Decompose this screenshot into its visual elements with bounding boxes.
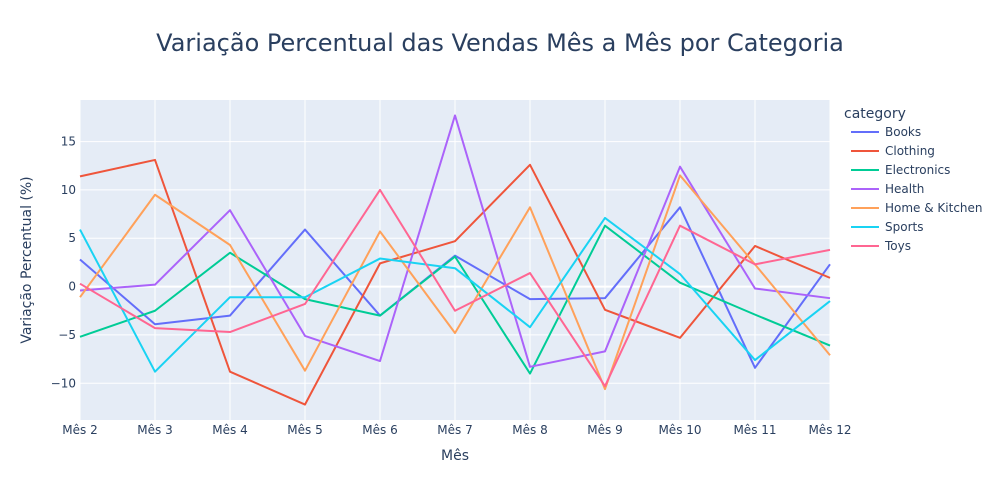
y-tick-label: −10 — [51, 376, 76, 390]
y-tick-label: 5 — [68, 231, 76, 245]
x-axis-label: Mês — [441, 448, 469, 464]
grid-lines — [79, 100, 831, 420]
series-line-home-kitchen — [79, 174, 831, 391]
legend: category Books Clothing Electronics Health H… — [844, 106, 983, 253]
x-tick-label: Mês 10 — [658, 423, 701, 437]
x-axis-ticks: Mês 2 Mês 3 Mês 4 Mês 5 Mês 6 Mês 7 Mês 8 Mês 9… — [62, 423, 851, 437]
legend-label: Clothing — [885, 144, 935, 158]
legend-title: category — [844, 106, 906, 122]
legend-item[interactable]: Home & Kitchen — [851, 201, 983, 215]
y-tick-label: 15 — [61, 135, 76, 149]
legend-label: Books — [885, 125, 921, 139]
x-tick-label: Mês 12 — [808, 423, 851, 437]
x-tick-label: Mês 7 — [437, 423, 472, 437]
y-tick-label: 0 — [68, 280, 76, 294]
x-tick-label: Mês 5 — [287, 423, 322, 437]
y-axis-label: Variação Percentual (%) — [19, 176, 35, 343]
chart-title: Variação Percentual das Vendas Mês a Mês… — [156, 29, 844, 57]
x-tick-label: Mês 8 — [512, 423, 547, 437]
x-tick-label: Mês 11 — [733, 423, 776, 437]
legend-label: Sports — [885, 220, 923, 234]
legend-label: Electronics — [885, 163, 950, 177]
legend-label: Toys — [884, 239, 911, 253]
series-line-electronics — [79, 224, 831, 375]
x-tick-label: Mês 9 — [587, 423, 622, 437]
legend-item[interactable]: Sports — [851, 220, 923, 234]
series-lines — [79, 114, 831, 406]
y-tick-label: 10 — [61, 183, 76, 197]
legend-item[interactable]: Health — [851, 182, 924, 196]
legend-item[interactable]: Toys — [851, 239, 911, 253]
y-axis-ticks: −10 −5 0 5 10 15 — [51, 135, 76, 391]
x-tick-label: Mês 2 — [62, 423, 97, 437]
x-tick-label: Mês 4 — [212, 423, 247, 437]
legend-item[interactable]: Clothing — [851, 144, 935, 158]
x-tick-label: Mês 3 — [137, 423, 172, 437]
legend-label: Health — [885, 182, 924, 196]
series-line-health — [79, 114, 831, 368]
legend-item[interactable]: Electronics — [851, 163, 950, 177]
y-tick-label: −5 — [58, 328, 76, 342]
legend-label: Home & Kitchen — [885, 201, 983, 215]
series-line-toys — [79, 188, 831, 388]
x-tick-label: Mês 6 — [362, 423, 397, 437]
legend-item[interactable]: Books — [851, 125, 921, 139]
series-line-sports — [79, 216, 831, 373]
series-line-clothing — [79, 158, 831, 406]
